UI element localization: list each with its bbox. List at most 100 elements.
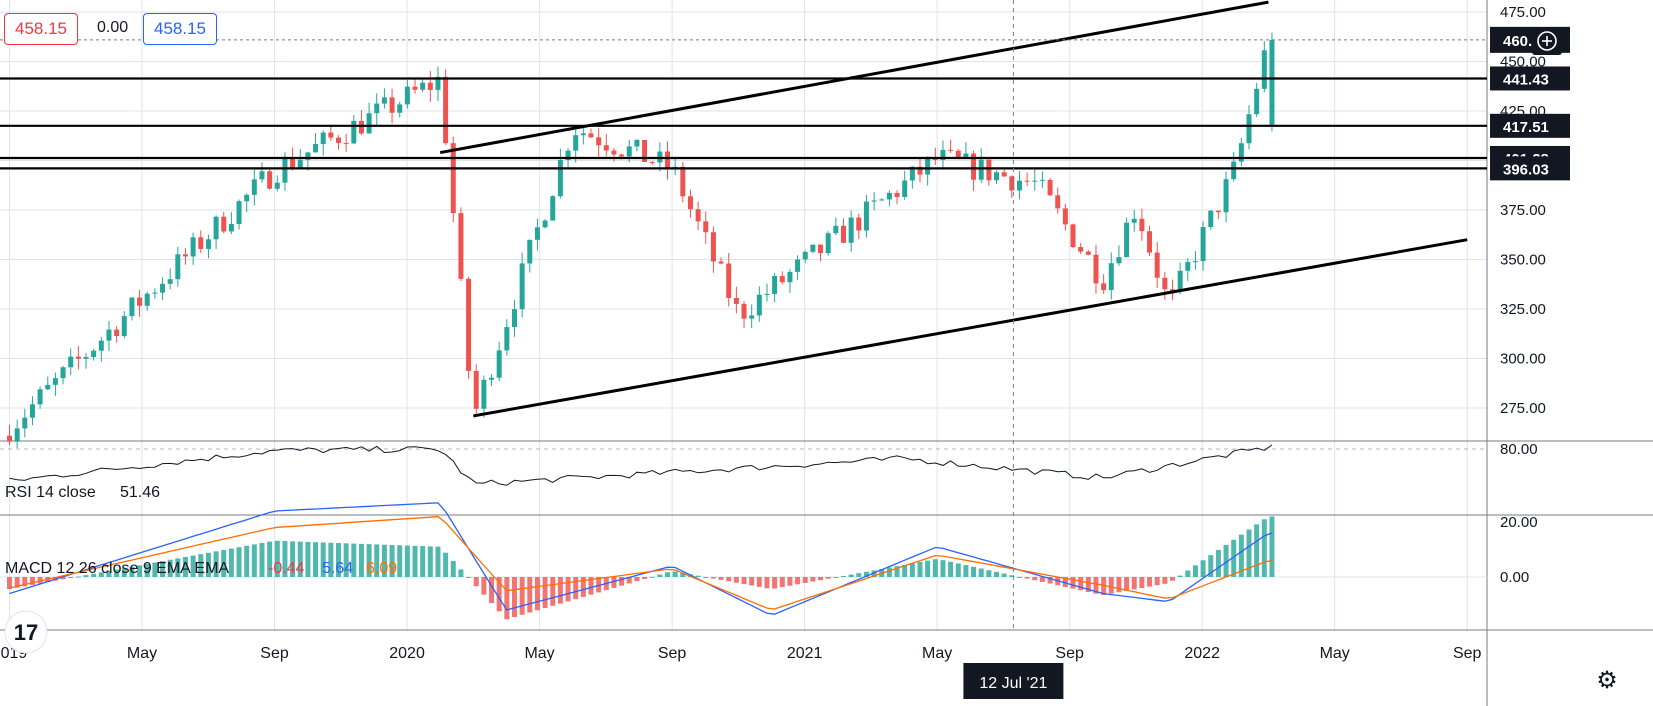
candle-down — [1001, 172, 1007, 177]
candlestick-series — [7, 32, 1275, 448]
macd-histogram-bar — [160, 561, 166, 577]
macd-histogram-bar — [1047, 577, 1053, 584]
macd-histogram-bar — [733, 577, 739, 583]
candle-up — [205, 239, 211, 249]
plus-circle-icon[interactable] — [1532, 27, 1562, 55]
macd-histogram-bar — [336, 543, 342, 577]
candle-up — [106, 329, 112, 341]
macd-histogram-bar — [749, 577, 755, 586]
candle-up — [52, 378, 58, 385]
macd-histogram-bar — [251, 544, 257, 577]
candle-down — [182, 254, 188, 257]
gear-icon[interactable]: ⚙ — [1596, 667, 1618, 694]
macd-histogram-bar — [649, 576, 655, 578]
macd-histogram-bar — [1254, 524, 1260, 577]
macd-histogram-bar — [863, 571, 869, 577]
logo-text: 17 — [14, 620, 38, 645]
candle-up — [863, 201, 869, 231]
macd-histogram-bar — [374, 544, 380, 577]
macd-histogram-bar — [971, 566, 977, 577]
open-price-badge: 458.15 — [4, 13, 78, 45]
candle-down — [1215, 210, 1221, 213]
macd-legend-macd: 5.64 — [322, 560, 353, 577]
candle-down — [695, 209, 701, 222]
candle-up — [886, 192, 892, 200]
horizontal-levels[interactable] — [0, 77, 1487, 170]
macd-histogram-bar — [358, 543, 364, 577]
macd-histogram-bar — [1162, 577, 1168, 584]
macd-histogram-bar — [657, 574, 663, 577]
candle-down — [665, 151, 671, 169]
macd-histogram-bar — [267, 541, 273, 577]
candle-down — [1147, 231, 1153, 253]
macd-histogram-bar — [909, 563, 915, 577]
trendline — [473, 238, 1468, 418]
candle-up — [381, 97, 387, 104]
macd-histogram-bar — [718, 577, 724, 580]
macd-histogram-bar — [381, 544, 387, 577]
macd-histogram-bar — [940, 560, 946, 577]
candle-up — [259, 171, 265, 180]
candle-up — [542, 220, 548, 228]
trendlines[interactable] — [439, 0, 1468, 418]
macd-histogram-bar — [963, 565, 969, 577]
macd-histogram-bar — [833, 577, 839, 578]
macd-histogram-bar — [366, 544, 372, 577]
macd-histogram-bar — [511, 577, 517, 618]
macd-histogram-bar — [672, 571, 678, 577]
macd-histogram-bar — [1238, 534, 1244, 577]
macd-histogram-bar — [29, 577, 35, 585]
macd-histogram-bar — [1261, 519, 1267, 577]
macd-histogram-bar — [565, 577, 571, 602]
candle-up — [573, 135, 579, 151]
candle-up — [435, 76, 441, 90]
macd-histogram-bar — [917, 561, 923, 577]
macd-histogram-bar — [282, 541, 288, 577]
candle-down — [948, 149, 954, 151]
macd-pane — [0, 502, 1487, 620]
candle-down — [856, 217, 862, 231]
macd-histogram-bar — [1085, 577, 1091, 592]
candle-up — [297, 159, 303, 168]
macd-histogram-bar — [297, 541, 303, 577]
time-tick-label: Sep — [658, 645, 687, 662]
time-tick-label: May — [127, 645, 157, 662]
macd-histogram-bar — [427, 546, 433, 577]
macd-histogram-bar — [726, 577, 732, 582]
candle-up — [83, 357, 89, 359]
price-tick-label: 475.00 — [1500, 4, 1546, 21]
macd-histogram-bar — [1215, 550, 1221, 577]
macd-histogram-bar — [795, 577, 801, 585]
candle-up — [60, 367, 66, 379]
candle-down — [1093, 254, 1099, 284]
candle-up — [810, 244, 816, 252]
macd-histogram-bar — [259, 542, 265, 577]
macd-histogram-bar — [458, 569, 464, 577]
candle-up — [1032, 180, 1038, 182]
macd-histogram-bar — [328, 542, 334, 577]
candle-up — [14, 428, 20, 442]
macd-histogram-bar — [573, 577, 579, 600]
macd-histogram-bar — [542, 577, 548, 609]
candle-up — [902, 180, 908, 197]
macd-legend-name: MACD 12 26 close 9 EMA EMA — [5, 560, 229, 577]
price-tick-label: 375.00 — [1500, 202, 1546, 219]
price-tick-label: 325.00 — [1500, 301, 1546, 318]
candle-down — [894, 192, 900, 197]
macd-histogram-bar — [527, 577, 533, 613]
candle-down — [343, 142, 349, 144]
candle-up — [795, 259, 801, 272]
macd-histogram-bar — [519, 577, 525, 615]
macd-histogram-bar — [840, 575, 846, 577]
macd-legend-hist: -0.44 — [268, 560, 305, 577]
macd-histogram-bar — [351, 543, 357, 577]
macd-histogram-bar — [588, 577, 594, 595]
macd-histogram-bar — [818, 577, 824, 581]
tradingview-logo[interactable]: 17 — [4, 610, 48, 654]
candle-down — [328, 132, 334, 138]
macd-tick-label: 20.00 — [1500, 514, 1538, 531]
candle-down — [1101, 283, 1107, 291]
level-price-badge — [1490, 66, 1570, 91]
